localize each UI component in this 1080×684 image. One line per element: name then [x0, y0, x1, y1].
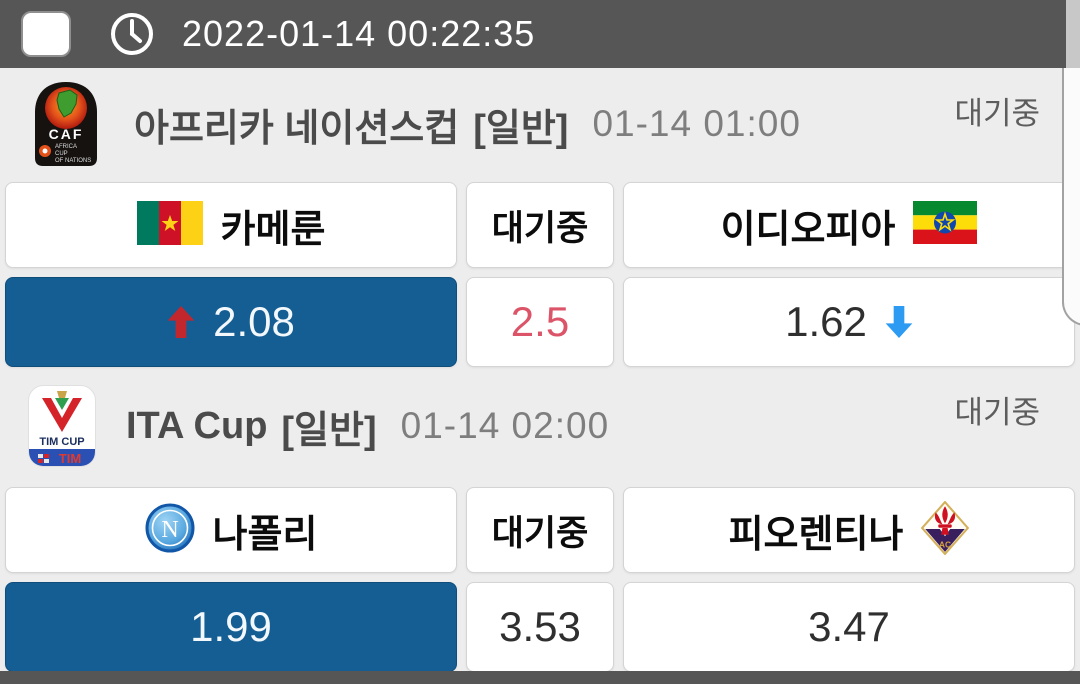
top-bar: 2022-01-14 00:22:35: [0, 0, 1080, 68]
league-tag: [일반]: [473, 107, 569, 150]
match-time: 01-14 02:00: [400, 405, 610, 446]
scrollbar-thumb[interactable]: [1066, 0, 1080, 68]
match-status: 대기중: [954, 96, 1040, 131]
draw-odds-value: 3.53: [499, 603, 581, 650]
league-header: CAF AFRICA CUP OF NATIONS 아프리카 네이션스컵 [일반…: [0, 68, 1080, 180]
clock-icon: [109, 11, 155, 57]
away-team-name: 이디오피아: [720, 208, 896, 251]
current-time: 2022-01-14 00:22:35: [182, 13, 536, 54]
draw-odds-button[interactable]: 3.53: [466, 582, 614, 672]
middle-status-cell: 대기중: [466, 182, 614, 268]
cameroon-flag-icon: [136, 200, 203, 250]
home-odds-value: 2.08: [213, 298, 295, 345]
away-team-cell: 이디오피아: [623, 182, 1075, 268]
side-panel-edge: [1062, 68, 1080, 326]
home-team-cell: 카메룬: [5, 182, 457, 268]
select-all-checkbox[interactable]: [21, 11, 71, 57]
home-odds-button[interactable]: 2.08: [5, 277, 457, 367]
match-status: 대기중: [954, 395, 1040, 430]
middle-status-label: 대기중: [491, 208, 589, 248]
fiorentina-logo-icon: AC: [921, 499, 970, 560]
odds-row: 2.08 2.5 1.62: [0, 277, 1080, 367]
match-card: CAF AFRICA CUP OF NATIONS 아프리카 네이션스컵 [일반…: [0, 68, 1080, 367]
caf-logo-icon: CAF AFRICA CUP OF NATIONS: [28, 81, 104, 167]
svg-text:AFRICA: AFRICA: [55, 144, 77, 150]
odds-down-arrow-icon: [885, 306, 913, 338]
draw-odds-value: 2.5: [510, 298, 570, 345]
svg-text:N: N: [161, 517, 178, 543]
home-odds-value: 1.99: [190, 603, 272, 650]
away-team-cell: 피오렌티나 AC: [623, 487, 1075, 573]
away-odds-button[interactable]: 1.62: [623, 277, 1075, 367]
odds-up-arrow-icon: [167, 306, 195, 338]
league-tag: [일반]: [281, 409, 377, 452]
home-team-cell: N 나폴리: [5, 487, 457, 573]
odds-row: 1.99 3.53 3.47: [0, 582, 1080, 672]
svg-text:OF NATIONS: OF NATIONS: [55, 158, 91, 164]
ethiopia-flag-icon: [913, 201, 978, 249]
match-time: 01-14 01:00: [592, 103, 801, 144]
middle-status-label: 대기중: [491, 513, 589, 553]
home-team-name: 카메룬: [220, 208, 326, 251]
svg-text:TIM CUP: TIM CUP: [39, 436, 84, 448]
home-odds-button[interactable]: 1.99: [5, 582, 457, 672]
draw-odds-button[interactable]: 2.5: [466, 277, 614, 367]
svg-text:CAF: CAF: [49, 126, 84, 142]
league-header: TIM CUP TIM ITA Cup [일반] 01-14 02:00 대기중: [0, 367, 1080, 485]
away-team-name: 피오렌티나: [728, 513, 904, 556]
league-name: 아프리카 네이션스컵: [134, 107, 460, 150]
match-card: TIM CUP TIM ITA Cup [일반] 01-14 02:00 대기중: [0, 367, 1080, 672]
team-row: 카메룬 대기중 이디오피아: [0, 182, 1080, 268]
timcup-logo-icon: TIM CUP TIM: [28, 385, 96, 467]
svg-text:AC: AC: [939, 539, 951, 549]
league-name: ITA Cup: [126, 404, 268, 447]
away-odds-button[interactable]: 3.47: [623, 582, 1075, 672]
home-team-name: 나폴리: [212, 513, 318, 556]
svg-text:TIM: TIM: [59, 451, 81, 466]
footer-bar: [0, 671, 1080, 684]
svg-text:CUP: CUP: [55, 151, 68, 157]
away-odds-value: 1.62: [785, 298, 867, 345]
middle-status-cell: 대기중: [466, 487, 614, 573]
napoli-logo-icon: N: [145, 503, 195, 558]
team-row: N 나폴리 대기중 피오렌티나: [0, 487, 1080, 573]
away-odds-value: 3.47: [808, 603, 890, 650]
